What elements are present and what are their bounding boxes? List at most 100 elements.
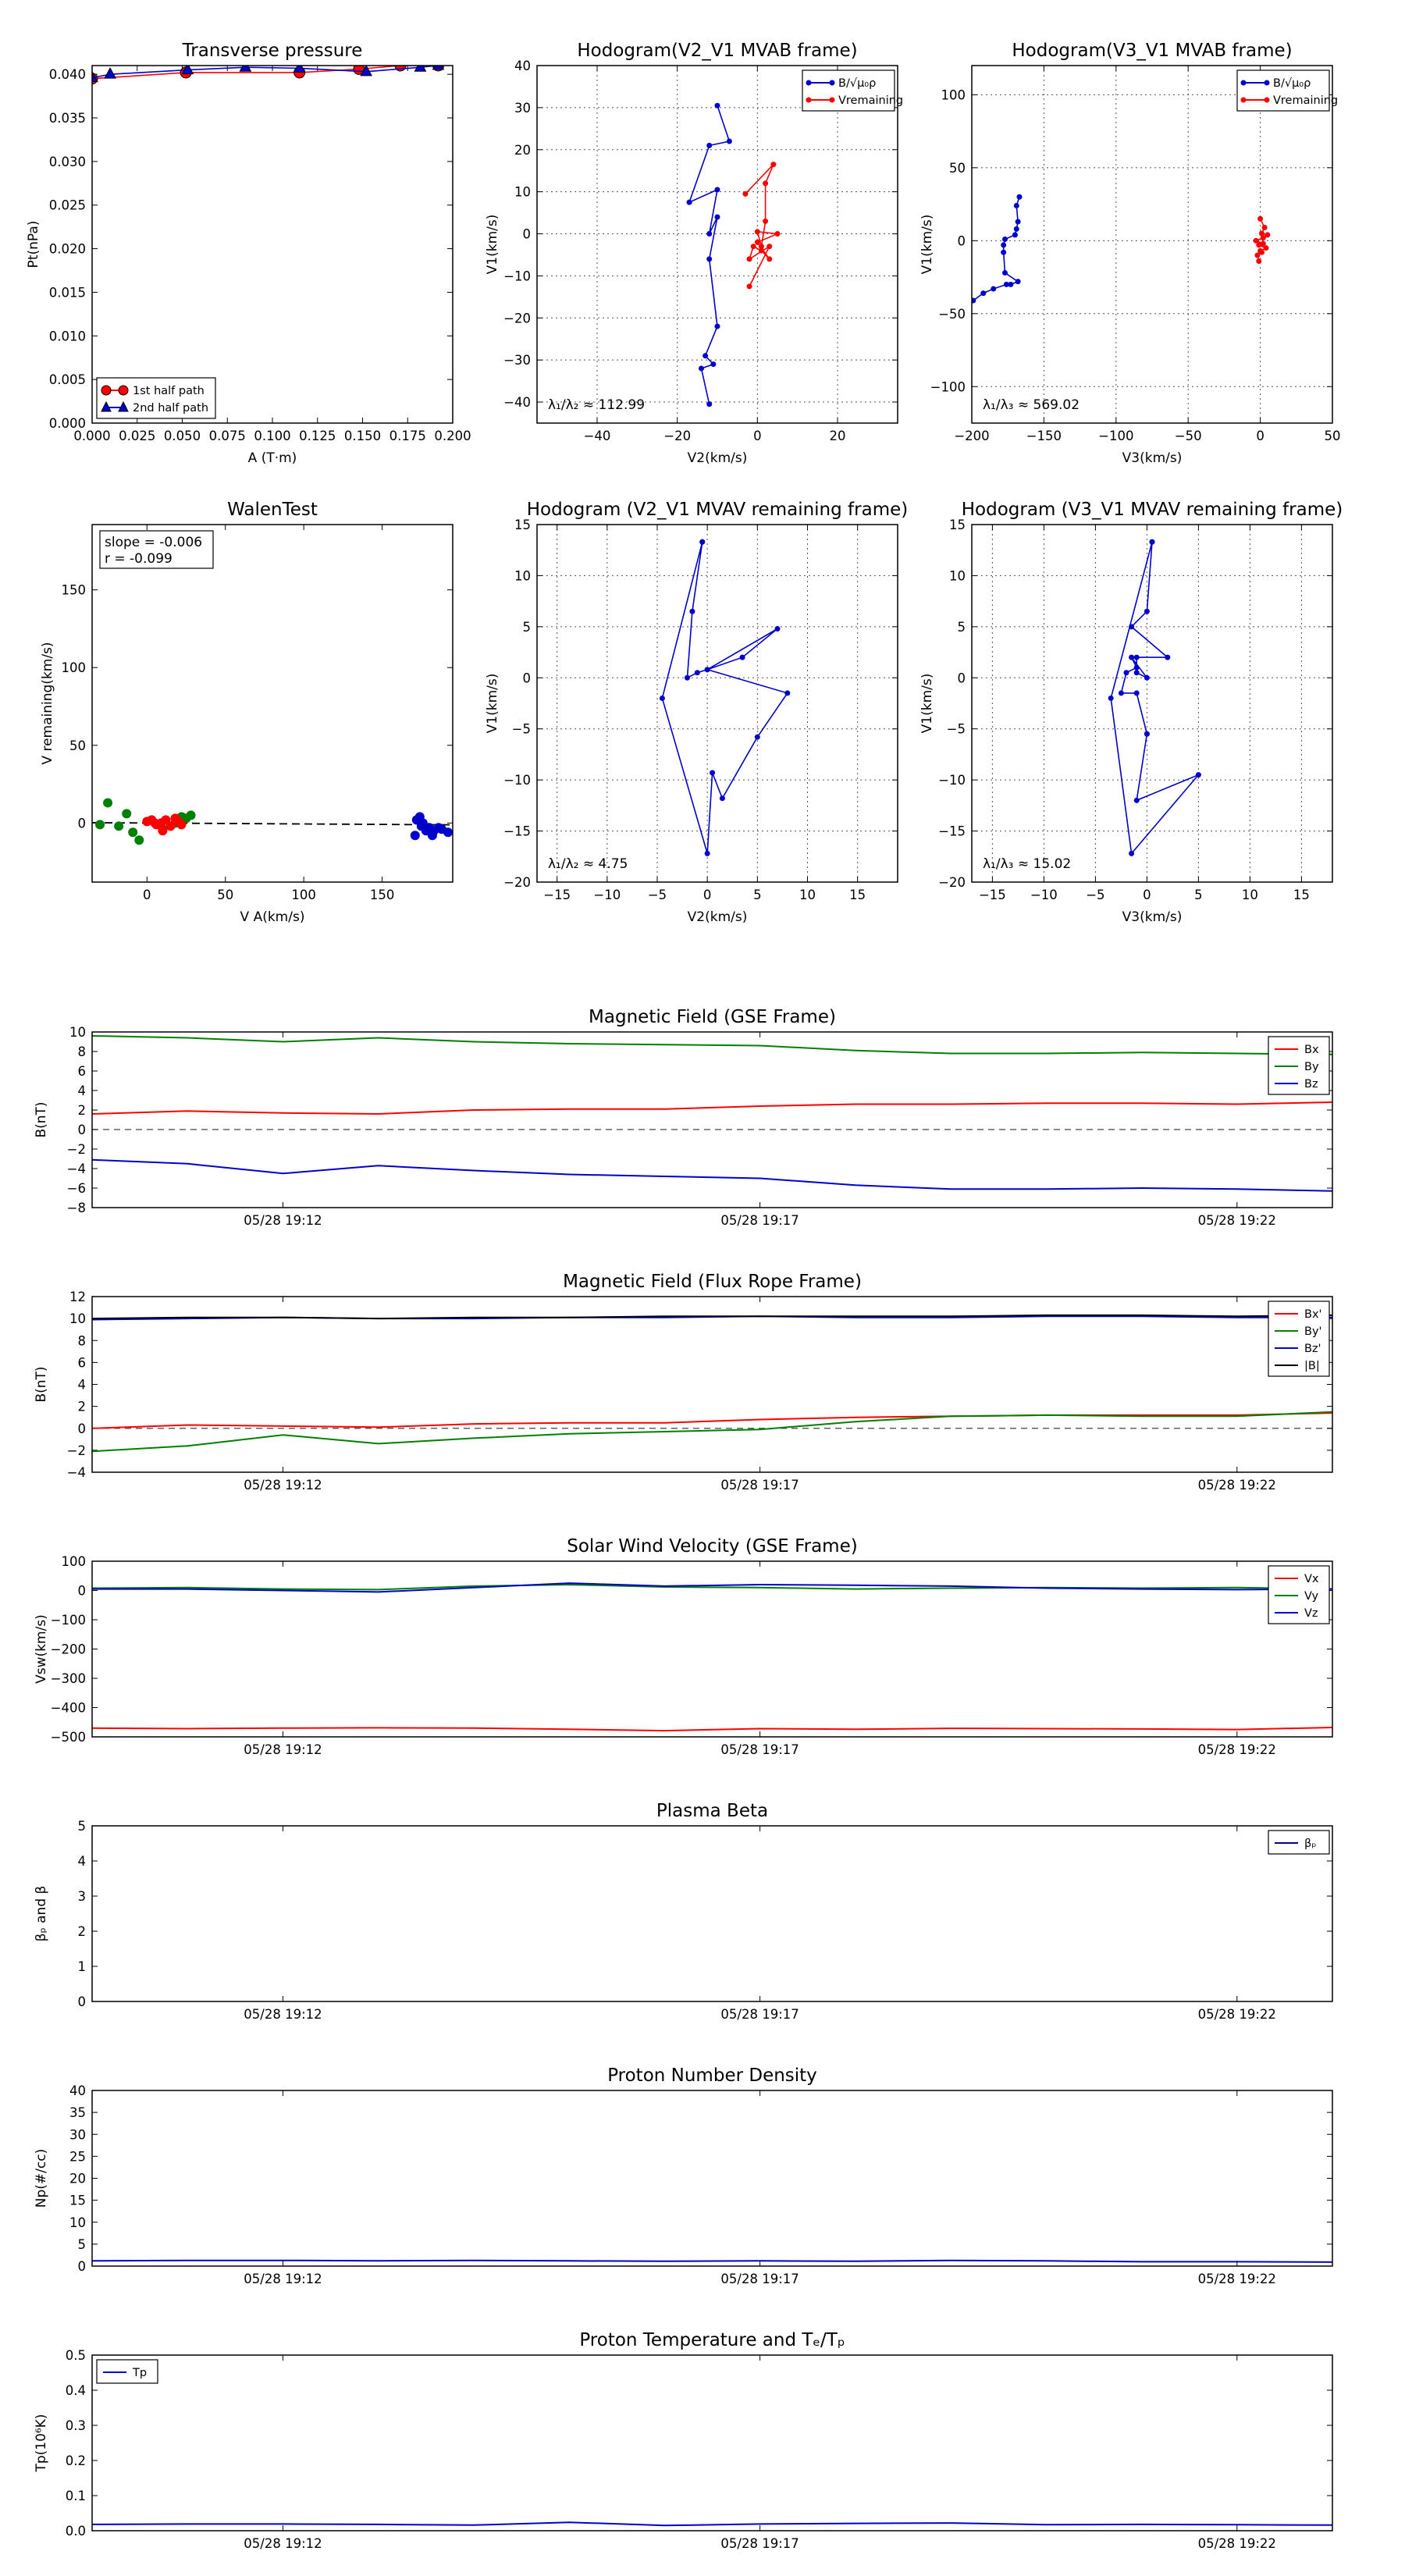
legend-marker	[118, 385, 129, 396]
data-point	[1133, 690, 1140, 696]
data-point	[443, 827, 453, 838]
chart-h2: Hodogram(V3_V1 MVAB frame) −200 −150 −100 −5…	[919, 41, 1341, 466]
y-tick-label: 2	[78, 1400, 87, 1414]
stats-box	[99, 530, 214, 569]
y-axis-label: Pt(nPa)	[26, 221, 41, 269]
y-tick-label: 150	[62, 583, 87, 598]
data-point	[726, 138, 732, 144]
y-ticks: 0.0 0.1 0.2 0.3 0.4 0.5	[66, 2348, 1332, 2539]
chart-title: Transverse pressure	[182, 41, 363, 61]
y-tick-label: −4	[67, 1465, 86, 1480]
y-axis-label: B(nT)	[34, 1101, 49, 1137]
data-point	[1260, 240, 1266, 247]
x-tick-label: 0.000	[73, 429, 110, 443]
data-point	[710, 361, 717, 368]
data-point	[104, 67, 116, 79]
legend-marker	[118, 400, 129, 412]
data-point	[758, 247, 764, 254]
legend: B/√μ₀ρ Vremaining	[1236, 69, 1338, 112]
stats-text: r = -0.099	[105, 551, 173, 567]
x-tick-label: 0.025	[119, 429, 155, 443]
data-point	[1195, 772, 1201, 778]
y-tick-label: 0.000	[49, 416, 86, 431]
y-tick-label: 20	[514, 143, 531, 158]
y-tick-label: 30	[514, 101, 531, 116]
legend-box	[1236, 69, 1330, 112]
y-tick-label: 5	[78, 2237, 87, 2252]
grid-lines	[537, 524, 898, 883]
data-point	[1129, 624, 1135, 630]
legend: Tp	[96, 2359, 158, 2384]
x-tick-label: 5	[1194, 888, 1203, 902]
data-point	[758, 244, 764, 250]
series-line	[92, 66, 439, 80]
data-point	[410, 831, 420, 841]
legend: B/√μ₀ρ Vremaining	[802, 69, 903, 112]
chart-vsw: Solar Wind Velocity (GSE Frame) 05/28 19:…	[34, 1536, 1333, 1757]
x-tick-label: −20	[663, 429, 691, 443]
x-axis-label: V2(km/s)	[688, 909, 748, 925]
data-point	[1260, 235, 1266, 241]
y-tick-label: −300	[51, 1671, 86, 1686]
y-tick-label: 100	[941, 87, 966, 102]
legend-marker	[1240, 97, 1247, 103]
data-point	[1123, 670, 1129, 676]
data-point	[122, 809, 132, 819]
y-tick-label: −5	[512, 722, 531, 737]
legend-marker	[1240, 80, 1247, 86]
y-tick-label: 10	[69, 1311, 86, 1326]
y-axis-label: V1(km/s)	[919, 674, 935, 734]
y-tick-label: 40	[514, 59, 531, 73]
x-tick-label: −40	[584, 429, 611, 443]
legend-label: Vremaining	[838, 94, 903, 107]
data-point	[1256, 258, 1262, 264]
x-tick-label: 05/28 19:22	[1198, 2272, 1276, 2286]
series-line	[92, 1727, 1332, 1732]
y-tick-label: 15	[69, 2194, 86, 2208]
y-tick-label: 10	[514, 185, 531, 200]
x-tick-label: 100	[291, 888, 316, 902]
data-point	[1144, 674, 1150, 681]
y-tick-label: −15	[503, 824, 531, 839]
series-line	[92, 2521, 1332, 2527]
data-point	[1264, 232, 1271, 238]
y-tick-label: −5	[947, 722, 966, 737]
x-ticks: −15 −10 −5 0 5 10 15	[979, 525, 1310, 902]
y-axis-label: βₚ and β	[34, 1886, 49, 1942]
x-ticks: −40 −20 0 20	[584, 66, 846, 443]
y-tick-label: 0.010	[49, 329, 86, 343]
data-point	[1263, 245, 1269, 251]
y-tick-label: 8	[78, 1044, 87, 1059]
data-point	[293, 66, 306, 73]
x-tick-label: 20	[830, 429, 846, 443]
y-tick-label: −100	[930, 379, 966, 394]
y-axis-label: V1(km/s)	[485, 215, 500, 275]
y-ticks: −100 −50 0 50 100	[930, 87, 1332, 394]
data-layer	[92, 1314, 1332, 1453]
x-tick-label: 05/28 19:12	[244, 1742, 322, 1757]
y-tick-label: −20	[503, 875, 531, 890]
data-point	[767, 256, 773, 262]
y-tick-label: 0.4	[66, 2383, 86, 2398]
series-V_remaining	[742, 162, 781, 290]
data-point	[114, 821, 124, 831]
data-point	[710, 770, 716, 776]
chart-title: Solar Wind Velocity (GSE Frame)	[567, 1536, 857, 1557]
x-ticks: −200 −150 −100 −50 0 50	[954, 66, 1341, 443]
legend: 1st half path 2nd half path	[96, 377, 216, 419]
series-Bz	[92, 1158, 1332, 1192]
y-tick-label: 0	[958, 671, 966, 685]
y-ticks: 0 5 10 15 20 25 30 35 40	[69, 2083, 1332, 2274]
y-tick-label: 8	[78, 1333, 87, 1348]
series-0	[92, 2259, 1332, 2263]
x-tick-label: 0.125	[299, 429, 336, 443]
data-point	[1001, 249, 1007, 255]
plot-frame	[971, 524, 1333, 883]
series-2nd half path	[92, 66, 445, 83]
data-point	[739, 654, 745, 660]
y-tick-label: 10	[949, 568, 966, 583]
y-tick-label: 0.040	[49, 67, 86, 82]
legend: Bx' By' Bz' |B|	[1268, 1300, 1330, 1377]
